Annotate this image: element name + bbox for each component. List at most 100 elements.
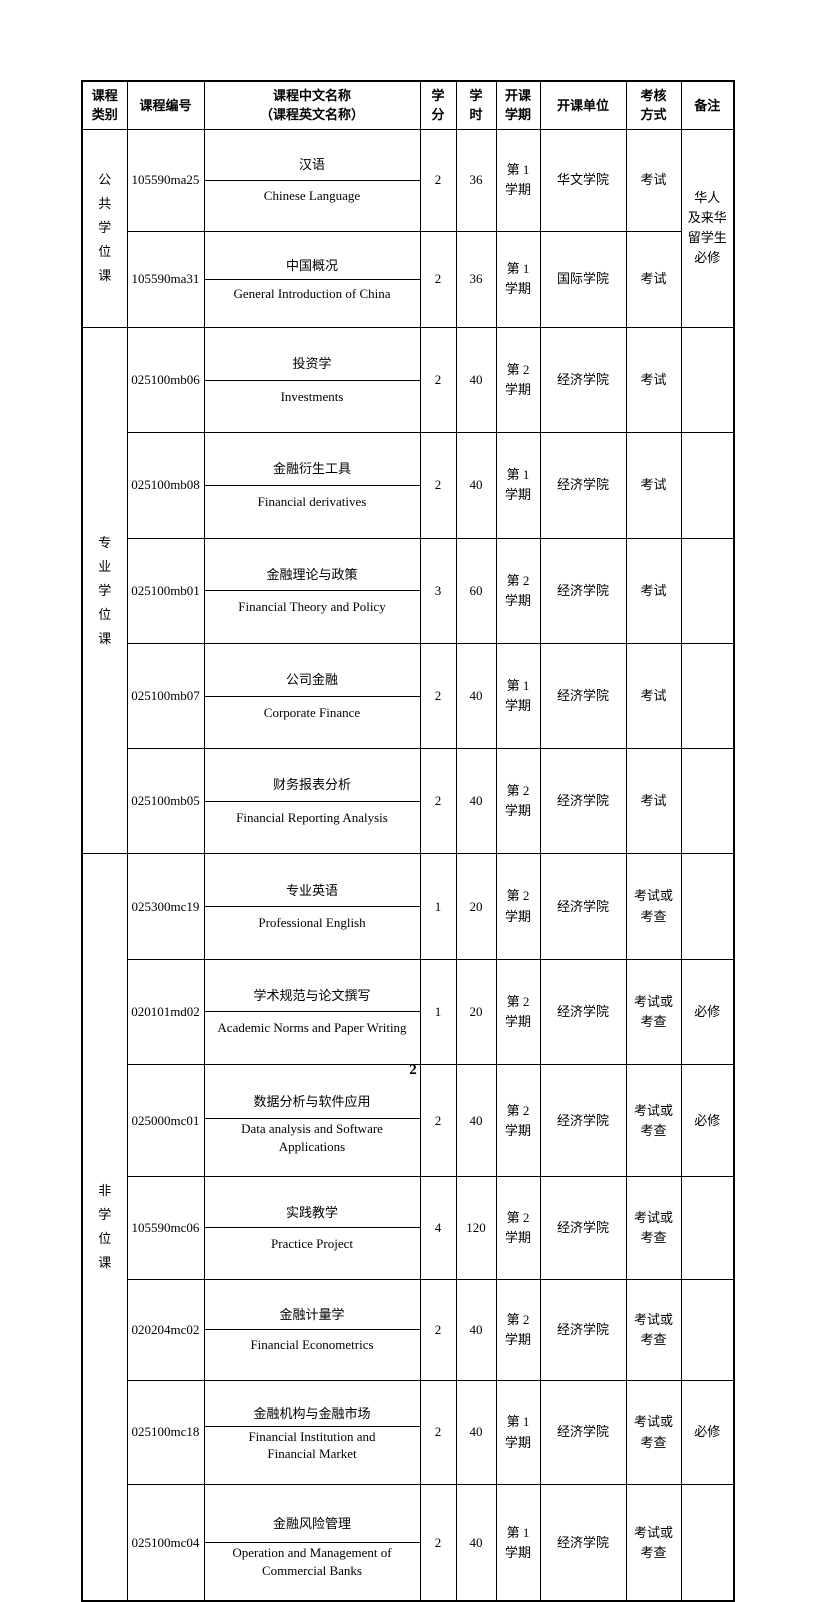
table-row: 105590mc06 实践教学 Practice Project 4 120 第… xyxy=(82,1176,735,1280)
course-name-cell: 学术规范与论文撰写 Academic Norms and Paper Writi… xyxy=(203,958,421,1066)
unit-cell: 经济学院 xyxy=(539,1278,627,1381)
credits-cell: 2 xyxy=(419,128,457,232)
header-hours: 学 时 xyxy=(455,80,497,130)
assessment-cell: 考试 xyxy=(625,230,682,329)
remark-cell: 华人 及来华 留学生 必修 xyxy=(680,128,735,329)
course-name-cell: 专业英语 Professional English xyxy=(203,853,421,960)
hours-cell: 60 xyxy=(455,537,497,644)
credits-cell: 3 xyxy=(419,537,457,644)
assessment-cell: 考试 xyxy=(625,642,682,750)
assessment-cell: 考试 xyxy=(625,537,682,644)
unit-cell: 经济学院 xyxy=(539,432,627,539)
unit-cell: 华文学院 xyxy=(539,128,627,232)
remark-cell xyxy=(680,537,735,644)
header-assessment: 考核 方式 xyxy=(625,80,682,130)
credits-cell: 2 xyxy=(419,432,457,539)
course-name-cn: 投资学 xyxy=(292,356,332,372)
credits-cell: 4 xyxy=(419,1176,457,1280)
remark-cell xyxy=(680,642,735,750)
hours-cell: 36 xyxy=(455,230,497,329)
code-cell: 025100mb06 xyxy=(126,327,205,434)
unit-cell: 经济学院 xyxy=(539,853,627,960)
header-name: 课程中文名称 （课程英文名称） xyxy=(203,80,421,130)
semester-cell: 第 1 学期 xyxy=(495,230,541,329)
course-name-cn: 学术规范与论文撰写 xyxy=(253,987,371,1003)
credits-cell: 2 xyxy=(419,748,457,855)
remark-cell xyxy=(680,1278,735,1381)
credits-cell: 2 xyxy=(419,642,457,750)
course-name-en: Chinese Language xyxy=(205,179,419,211)
code-cell: 020204mc02 xyxy=(126,1278,205,1381)
course-name-cn: 汉语 xyxy=(298,156,325,172)
course-name-en: Data analysis and Software Applications xyxy=(205,1118,419,1156)
course-name-cn: 金融理论与政策 xyxy=(266,566,358,582)
unit-cell: 经济学院 xyxy=(539,1484,627,1602)
semester-cell: 第 2 学期 xyxy=(495,1064,541,1178)
header-unit: 开课单位 xyxy=(539,80,627,130)
remark-cell xyxy=(680,853,735,960)
assessment-cell: 考试 xyxy=(625,748,682,855)
semester-cell: 第 2 学期 xyxy=(495,1278,541,1381)
semester-cell: 第 1 学期 xyxy=(495,432,541,539)
course-name-cell: 金融风险管理 Operation and Management of Comme… xyxy=(203,1484,421,1602)
remark-cell xyxy=(680,748,735,855)
header-remark: 备注 xyxy=(680,80,735,130)
table-row: 025100mc04 金融风险管理 Operation and Manageme… xyxy=(82,1484,735,1602)
unit-cell: 经济学院 xyxy=(539,1379,627,1486)
course-name-cell: 投资学 Investments xyxy=(203,327,421,434)
remark-cell: 必修 xyxy=(680,1379,735,1486)
hours-cell: 40 xyxy=(455,432,497,539)
page-number: 2 xyxy=(409,1062,417,1078)
table-row: 025100mb05 财务报表分析 Financial Reporting An… xyxy=(82,748,735,855)
table-row: 025100mb07 公司金融 Corporate Finance 2 40 第… xyxy=(82,642,735,750)
assessment-cell: 考试或 考查 xyxy=(625,1176,682,1280)
header-row: 课程 类别 课程编号 课程中文名称 （课程英文名称） 学 分 学 时 开课 学期… xyxy=(81,80,735,130)
hours-cell: 20 xyxy=(455,958,497,1066)
course-plan-table: 课程 类别 课程编号 课程中文名称 （课程英文名称） 学 分 学 时 开课 学期… xyxy=(81,80,735,1602)
table-row: 非 学 位 课 025300mc19 专业英语 Professional Eng… xyxy=(81,853,735,1602)
course-name-en: Financial Reporting Analysis xyxy=(205,800,419,834)
semester-cell: 第 2 学期 xyxy=(495,1176,541,1280)
course-name-cn: 金融衍生工具 xyxy=(272,461,351,477)
header-credits: 学 分 xyxy=(419,80,457,130)
hours-cell: 40 xyxy=(455,1064,497,1178)
semester-cell: 第 1 学期 xyxy=(495,128,541,232)
hours-cell: 40 xyxy=(455,327,497,434)
course-name-cn: 实践教学 xyxy=(285,1204,338,1220)
course-name-cn: 数据分析与软件应用 xyxy=(253,1093,371,1109)
hours-cell: 20 xyxy=(455,853,497,960)
course-name-en: Financial Econometrics xyxy=(205,1329,419,1360)
credits-cell: 2 xyxy=(419,1278,457,1381)
course-name-en: General Introduction of China xyxy=(205,278,419,307)
code-cell: 105590ma25 xyxy=(126,128,205,232)
assessment-cell: 考试 xyxy=(625,128,682,232)
hours-cell: 40 xyxy=(455,748,497,855)
hours-cell: 40 xyxy=(455,1379,497,1486)
course-name-en: Investments xyxy=(205,379,419,413)
course-name-cell: 数据分析与软件应用 Data analysis and Software App… xyxy=(203,1064,421,1178)
credits-cell: 2 xyxy=(419,1064,457,1178)
semester-cell: 第 1 学期 xyxy=(495,642,541,750)
credits-cell: 1 xyxy=(419,853,457,960)
unit-cell: 经济学院 xyxy=(539,642,627,750)
semester-cell: 第 1 学期 xyxy=(495,1484,541,1602)
unit-cell: 经济学院 xyxy=(539,958,627,1066)
code-cell: 025100mb08 xyxy=(126,432,205,539)
course-name-cell: 金融计量学 Financial Econometrics xyxy=(203,1278,421,1381)
semester-cell: 第 2 学期 xyxy=(495,853,541,960)
category-cell-public: 公 共 学 位 课 xyxy=(81,128,128,329)
course-name-en: Financial derivatives xyxy=(205,484,419,518)
table-row: 025100mc18 金融机构与金融市场 Financial Instituti… xyxy=(82,1379,735,1486)
code-cell: 025100mb05 xyxy=(126,748,205,855)
table-row: 020204mc02 金融计量学 Financial Econometrics … xyxy=(82,1278,735,1381)
course-name-cn: 财务报表分析 xyxy=(272,777,351,793)
remark-cell xyxy=(680,1176,735,1280)
course-name-cell: 财务报表分析 Financial Reporting Analysis xyxy=(203,748,421,855)
remark-cell xyxy=(680,432,735,539)
category-cell-professional: 专 业 学 位 课 xyxy=(81,327,128,855)
remark-cell xyxy=(680,1484,735,1602)
code-cell: 025100mc18 xyxy=(126,1379,205,1486)
course-name-en: Academic Norms and Paper Writing xyxy=(205,1011,419,1044)
remark-cell: 必修 xyxy=(680,958,735,1066)
unit-cell: 国际学院 xyxy=(539,230,627,329)
